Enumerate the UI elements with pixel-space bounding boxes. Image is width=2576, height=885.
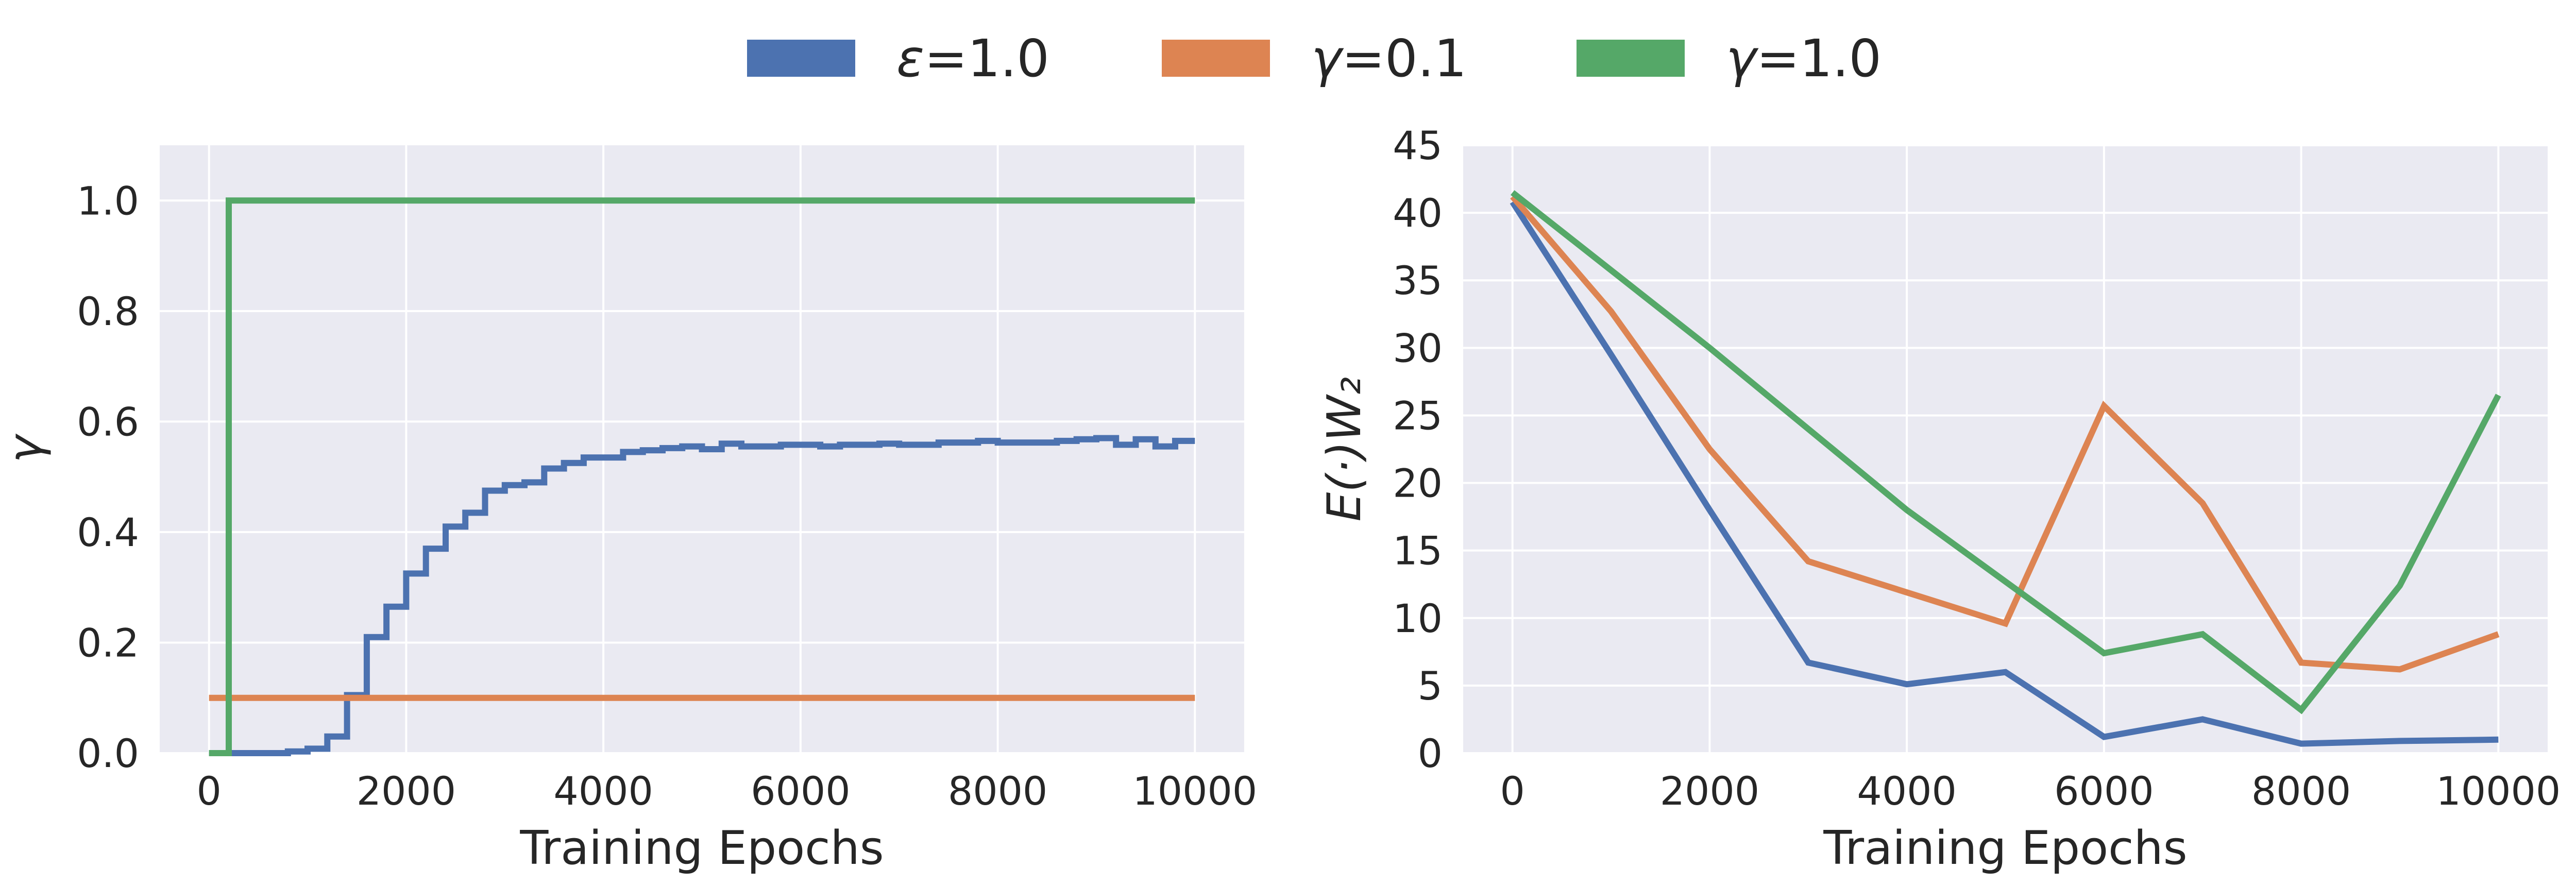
w2-distance-plot: 0 2000 4000 6000 8000 10000 0 5 10 15 20 25 30 35 40 45… [1317, 123, 2561, 875]
legend-symbol: γ [1726, 28, 1759, 89]
y-tick-label: 45 [1393, 123, 1443, 168]
legend-value: =1.0 [1756, 28, 1882, 89]
x-tick-label: 2000 [357, 768, 456, 814]
gamma-plot: 0 2000 4000 6000 8000 10000 0.0 0.2 0.4 0.6 0.8 1.0… [0, 145, 1257, 875]
x-axis-label: Training Epochs [519, 821, 884, 875]
legend-value: =1.0 [924, 28, 1049, 89]
legend-swatch [747, 40, 855, 77]
y-tick-label: 0.4 [77, 509, 139, 555]
y-tick-label: 0.6 [77, 399, 139, 445]
y-tick-label: 1.0 [77, 178, 139, 224]
x-tick-label: 10000 [1132, 768, 1257, 814]
y-tick-label: 20 [1393, 461, 1443, 506]
y-tick-label: 0.2 [77, 620, 139, 666]
legend-label: γ=0.1 [1311, 28, 1467, 89]
series-line-γ=1.0 [209, 197, 1195, 756]
legend-symbol: γ [1311, 28, 1344, 89]
x-tick-label: 10000 [2436, 768, 2561, 814]
series-line-ε=1.0 [209, 435, 1195, 756]
y-axis-label: γ [0, 433, 53, 463]
x-tick-label: 0 [197, 768, 222, 814]
y-tick-label: 30 [1393, 325, 1443, 371]
legend-symbol: ε [896, 28, 924, 89]
y-axis-label: E(·)W₂ [1317, 377, 1371, 522]
x-tick-label: 8000 [2251, 768, 2351, 814]
x-axis-label: Training Epochs [1823, 821, 2187, 875]
y-tick-label: 0.0 [77, 730, 139, 776]
x-tick-label: 6000 [751, 768, 850, 814]
legend-swatch [1577, 40, 1685, 77]
legend-swatch [1162, 40, 1270, 77]
y-tick-label: 35 [1393, 258, 1443, 303]
series-line-ε=1.0 [1510, 200, 2499, 747]
y-tick-label: 40 [1393, 190, 1443, 236]
x-tick-label: 4000 [1857, 768, 1956, 814]
legend: ε=1.0 γ=0.1 γ=1.0 [747, 28, 1882, 89]
plot-area-1 [1463, 145, 2548, 753]
series-line-γ=1.0 [1510, 190, 2501, 714]
x-tick-label: 8000 [948, 768, 1047, 814]
x-tick-label: 4000 [553, 768, 653, 814]
legend-label: ε=1.0 [896, 28, 1049, 89]
y-tick-label: 0.8 [77, 288, 139, 334]
legend-value: =0.1 [1342, 28, 1467, 89]
x-tick-label: 0 [1500, 768, 1525, 814]
legend-label: γ=1.0 [1726, 28, 1882, 89]
y-tick-label: 0 [1418, 730, 1443, 776]
y-tick-label: 10 [1393, 595, 1443, 641]
x-tick-label: 2000 [1660, 768, 1759, 814]
y-tick-label: 5 [1418, 663, 1443, 709]
x-tick-label: 6000 [2054, 768, 2154, 814]
y-tick-label: 25 [1393, 393, 1443, 438]
y-tick-label: 15 [1393, 528, 1443, 574]
